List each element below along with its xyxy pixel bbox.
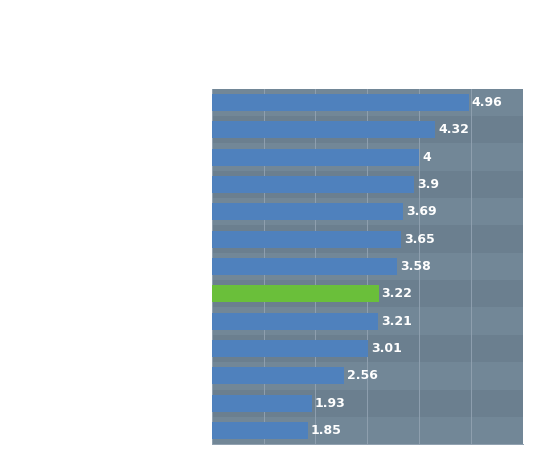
Bar xyxy=(212,340,367,357)
Text: 2.56: 2.56 xyxy=(348,369,378,382)
Text: 3.01: 3.01 xyxy=(371,342,402,355)
Text: 4: 4 xyxy=(422,150,431,164)
Bar xyxy=(212,258,397,275)
Bar xyxy=(212,390,522,417)
Bar xyxy=(212,285,378,302)
Text: 3.65: 3.65 xyxy=(404,233,434,246)
Bar xyxy=(212,253,522,280)
Text: 3.69: 3.69 xyxy=(406,205,437,218)
Text: 3.22: 3.22 xyxy=(382,287,412,300)
Text: 4.32: 4.32 xyxy=(438,123,470,136)
Bar xyxy=(212,116,522,143)
Text: 1.85: 1.85 xyxy=(311,424,342,437)
Bar xyxy=(212,231,401,248)
Bar xyxy=(212,313,378,329)
Text: Power in W - Lower is Better: Power in W - Lower is Better xyxy=(7,49,207,63)
Bar xyxy=(212,368,344,384)
Bar xyxy=(212,204,403,220)
Bar xyxy=(212,395,312,412)
Text: 3.21: 3.21 xyxy=(381,314,412,328)
Bar xyxy=(212,417,522,444)
Bar xyxy=(212,280,522,307)
Bar xyxy=(212,171,522,198)
Bar xyxy=(212,149,419,165)
Bar xyxy=(212,422,307,439)
Text: 3.58: 3.58 xyxy=(400,260,431,273)
Text: 4.96: 4.96 xyxy=(472,96,503,109)
Bar xyxy=(212,362,522,390)
Text: 3.9: 3.9 xyxy=(417,178,439,191)
Bar xyxy=(212,89,522,116)
Bar xyxy=(212,226,522,253)
Bar xyxy=(212,198,522,226)
Bar xyxy=(212,307,522,335)
Bar xyxy=(212,176,414,193)
Bar xyxy=(212,143,522,171)
Text: Drive Power Consumption - Sequential Write: Drive Power Consumption - Sequential Wri… xyxy=(7,20,534,40)
Text: 1.93: 1.93 xyxy=(315,397,345,410)
Bar xyxy=(212,121,436,138)
Bar xyxy=(212,335,522,362)
Bar xyxy=(212,94,469,111)
